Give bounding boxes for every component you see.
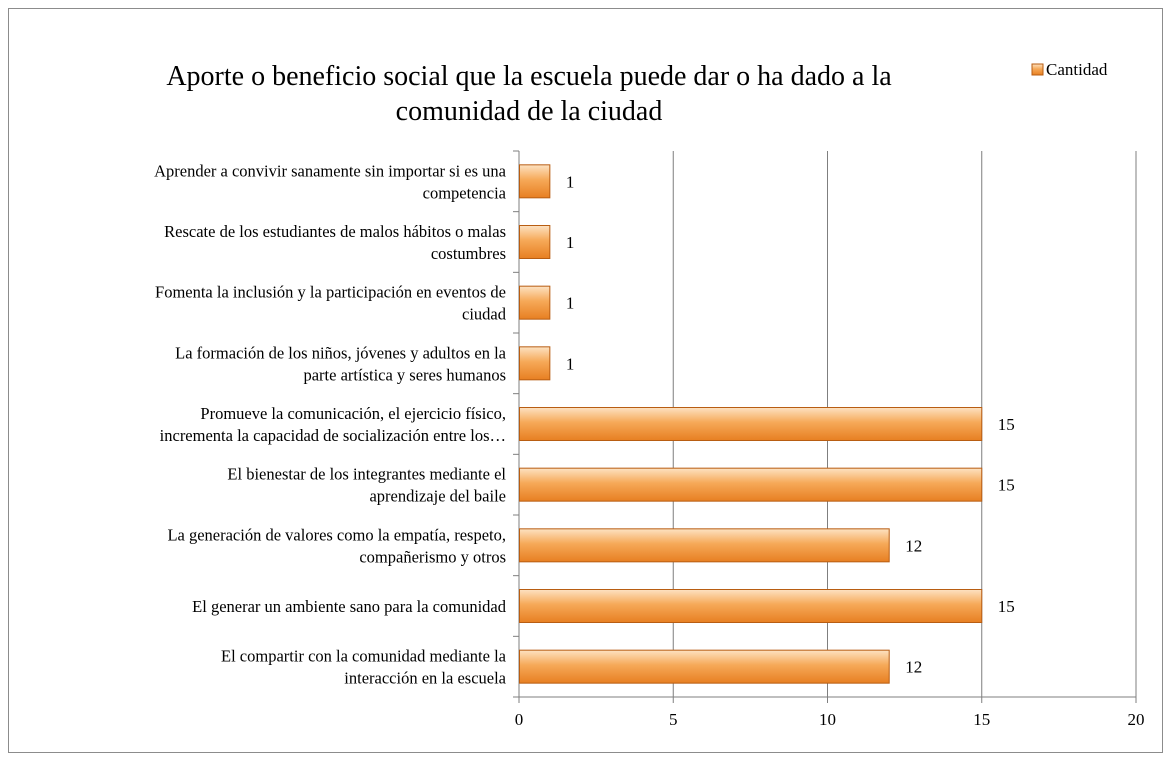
y-tick-label: Aprender a convivir sanamente sin import…	[154, 161, 507, 202]
bar	[519, 467, 983, 502]
data-label: 15	[998, 415, 1015, 434]
x-tick-label: 5	[669, 710, 678, 729]
bar	[519, 649, 890, 684]
data-label: 12	[905, 536, 922, 555]
bar-chart: 0 5 10 15 20 1 Aprender a convivir sanamente s…	[154, 60, 1145, 729]
data-label: 1	[566, 172, 575, 191]
y-tick-label: Rescate de los estudiantes de malos hábi…	[164, 222, 506, 263]
chart-frame: 0 5 10 15 20 1 Aprender a convivir sanamente s…	[8, 8, 1163, 753]
legend-label: Cantidad	[1046, 60, 1108, 79]
bar	[519, 346, 551, 381]
y-tick-label: El bienestar de los integrantes mediante…	[227, 465, 506, 506]
data-label: 15	[998, 476, 1015, 495]
data-label: 12	[905, 658, 922, 677]
y-tick-label: El generar un ambiente sano para la comu…	[192, 597, 507, 616]
bar	[519, 225, 551, 259]
x-tick-label: 20	[1128, 710, 1145, 729]
data-label: 1	[566, 354, 575, 373]
legend-swatch	[1031, 63, 1044, 76]
bar	[519, 589, 983, 623]
bar	[519, 164, 551, 199]
bar	[519, 528, 890, 563]
data-label: 1	[566, 294, 575, 313]
bar	[519, 285, 551, 320]
data-label: 1	[566, 233, 575, 252]
y-tick-label: Promueve la comunicación, el ejercicio f…	[160, 404, 506, 445]
y-tick-label: Fomenta la inclusión y la participación …	[155, 283, 507, 324]
bar	[519, 407, 983, 441]
x-tick-label: 10	[819, 710, 836, 729]
x-tick-label: 15	[973, 710, 990, 729]
chart-title: Aporte o beneficio social que la escuela…	[166, 61, 892, 127]
x-tick-label: 0	[515, 710, 524, 729]
y-tick-label: La formación de los niños, jóvenes y adu…	[175, 343, 507, 384]
y-tick-label: La generación de valores como la empatía…	[167, 525, 506, 566]
data-label: 15	[998, 597, 1015, 616]
y-tick-label: El compartir con la comunidad mediante l…	[221, 647, 507, 688]
